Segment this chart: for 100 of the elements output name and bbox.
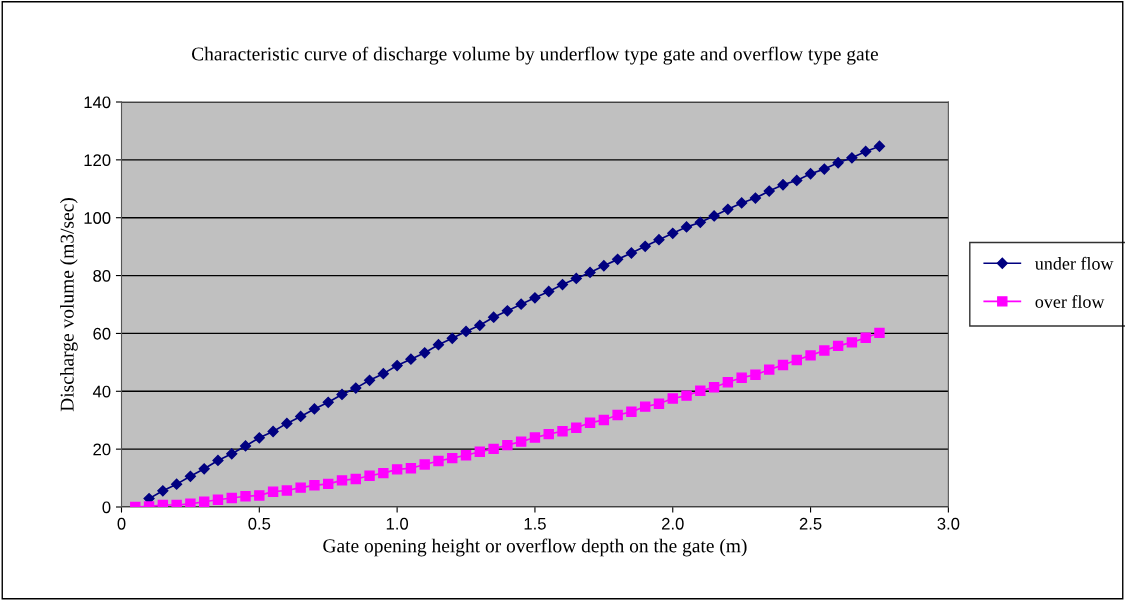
point bbox=[419, 347, 431, 359]
point bbox=[874, 327, 885, 339]
point bbox=[171, 499, 182, 507]
point bbox=[226, 492, 237, 504]
point bbox=[391, 464, 403, 475]
point bbox=[571, 422, 582, 433]
point bbox=[460, 325, 472, 338]
point bbox=[502, 439, 513, 451]
point bbox=[529, 432, 541, 443]
point bbox=[239, 440, 252, 452]
point bbox=[750, 369, 761, 381]
y-axis-title: Discharge volume (m3/sec) bbox=[60, 198, 78, 412]
point bbox=[612, 409, 623, 421]
point bbox=[791, 174, 803, 187]
point bbox=[295, 482, 306, 493]
point bbox=[819, 345, 830, 356]
point bbox=[764, 364, 775, 375]
legend-label: under flow bbox=[1035, 256, 1114, 270]
point bbox=[846, 152, 858, 164]
legend-label: over flow bbox=[1035, 295, 1105, 308]
y-tick-label: 80 bbox=[93, 269, 111, 282]
point bbox=[184, 470, 197, 482]
point bbox=[487, 311, 500, 323]
point bbox=[832, 340, 844, 352]
point bbox=[267, 486, 279, 497]
point bbox=[308, 403, 321, 415]
point bbox=[626, 406, 637, 418]
point bbox=[446, 332, 458, 344]
point bbox=[198, 496, 210, 507]
point bbox=[501, 305, 513, 317]
x-tick-label: 1.5 bbox=[524, 518, 546, 530]
point bbox=[680, 221, 693, 233]
point bbox=[433, 455, 444, 467]
point bbox=[625, 247, 638, 259]
point bbox=[804, 168, 817, 180]
point bbox=[543, 428, 554, 440]
point bbox=[515, 298, 527, 310]
x-axis-title: Gate opening height or overflow depth on the gate (m) bbox=[323, 538, 747, 557]
point bbox=[336, 475, 348, 486]
point bbox=[846, 337, 858, 348]
point bbox=[708, 382, 720, 393]
point bbox=[323, 478, 334, 490]
point bbox=[708, 210, 720, 222]
point bbox=[805, 350, 816, 361]
y-tick-label: 40 bbox=[92, 385, 111, 398]
point bbox=[722, 203, 734, 215]
point bbox=[694, 216, 706, 228]
point bbox=[212, 454, 224, 467]
point bbox=[639, 240, 651, 252]
point bbox=[653, 398, 665, 409]
point bbox=[185, 498, 196, 507]
point bbox=[681, 390, 692, 401]
x-tick-label: 0.5 bbox=[248, 517, 271, 530]
point bbox=[198, 463, 210, 475]
point bbox=[557, 425, 568, 437]
point bbox=[350, 473, 361, 485]
x-tick-label: 3.0 bbox=[937, 517, 960, 530]
point bbox=[226, 448, 238, 460]
point bbox=[363, 374, 376, 386]
point bbox=[736, 372, 747, 383]
point bbox=[667, 393, 678, 404]
point bbox=[515, 436, 527, 447]
point bbox=[860, 332, 871, 343]
point bbox=[749, 192, 762, 204]
point bbox=[240, 491, 251, 502]
point bbox=[639, 401, 651, 412]
point bbox=[584, 266, 596, 278]
x-tick-label: 2.0 bbox=[662, 517, 684, 530]
point bbox=[818, 163, 830, 175]
point bbox=[378, 467, 389, 479]
point bbox=[419, 459, 430, 470]
point bbox=[474, 319, 486, 331]
point bbox=[267, 425, 279, 438]
point bbox=[171, 478, 183, 490]
y-tick-label: 120 bbox=[84, 154, 111, 167]
point bbox=[405, 353, 417, 365]
point bbox=[653, 234, 665, 246]
point bbox=[336, 388, 348, 401]
point bbox=[777, 359, 789, 371]
point bbox=[832, 157, 844, 169]
point bbox=[584, 417, 596, 429]
point bbox=[281, 485, 293, 496]
point bbox=[860, 145, 872, 158]
chart-title: Characteristic curve of discharge volume by underflow type gate and overflow type gate bbox=[191, 46, 879, 65]
y-tick-label: 60 bbox=[93, 327, 111, 340]
point bbox=[598, 260, 610, 272]
point bbox=[309, 480, 320, 491]
point bbox=[253, 432, 265, 444]
point bbox=[777, 179, 789, 191]
point bbox=[722, 377, 734, 388]
x-tick-label: 0 bbox=[117, 517, 126, 530]
point bbox=[474, 446, 486, 457]
point bbox=[405, 463, 417, 474]
point bbox=[488, 443, 499, 455]
point bbox=[377, 368, 389, 380]
y-tick-label: 100 bbox=[84, 212, 111, 224]
point bbox=[556, 278, 569, 291]
point bbox=[212, 494, 224, 505]
point bbox=[391, 359, 403, 372]
x-tick-label: 2.5 bbox=[799, 517, 822, 530]
